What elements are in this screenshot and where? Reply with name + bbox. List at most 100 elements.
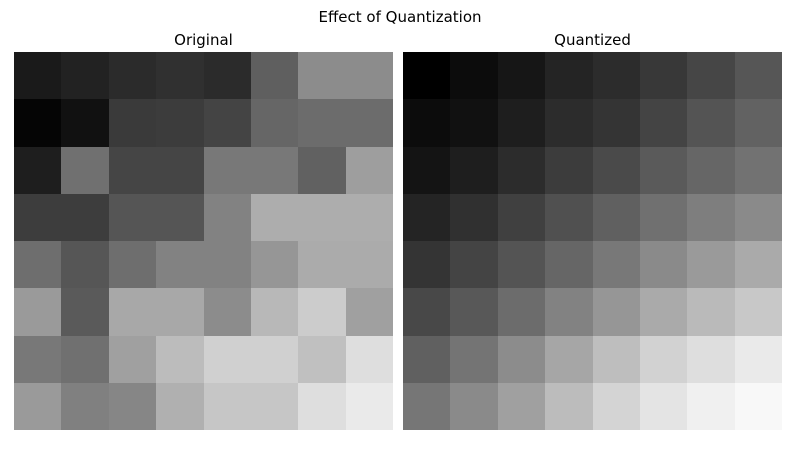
heatmap-cell [545, 146, 593, 194]
heatmap-cell [403, 335, 451, 383]
heatmap-cell [450, 335, 498, 383]
heatmap-cell [687, 146, 735, 194]
heatmap-cell [298, 52, 346, 100]
heatmap-cell [639, 99, 688, 147]
heatmap-original [14, 52, 393, 430]
heatmap-cell [61, 146, 109, 194]
heatmap-cell [734, 382, 782, 430]
heatmap-cell [203, 241, 251, 289]
heatmap-cell [639, 335, 688, 383]
heatmap-cell [61, 335, 109, 383]
heatmap-cell [734, 52, 782, 100]
subplot-title-quantized: Quantized [554, 31, 631, 49]
heatmap-cell [639, 382, 688, 430]
heatmap-cell [108, 146, 157, 194]
heatmap-cell [61, 382, 109, 430]
heatmap-cell [687, 193, 735, 241]
heatmap-cell [497, 288, 546, 336]
heatmap-cell [156, 193, 204, 241]
heatmap-cell [592, 99, 640, 147]
heatmap-cell [250, 382, 299, 430]
heatmap-cell [687, 382, 735, 430]
heatmap-cell [14, 241, 62, 289]
heatmap-cell [592, 146, 640, 194]
heatmap-cell [156, 146, 204, 194]
heatmap-cell [403, 52, 451, 100]
heatmap-cell [403, 193, 451, 241]
heatmap-cell [250, 193, 299, 241]
heatmap-cell [203, 193, 251, 241]
heatmap-cell [108, 382, 157, 430]
heatmap-cell [403, 146, 451, 194]
heatmap-cell [250, 99, 299, 147]
heatmap-cell [734, 241, 782, 289]
heatmap-cell [61, 193, 109, 241]
heatmap-cell [345, 193, 393, 241]
heatmap-cell [450, 288, 498, 336]
heatmap-cell [639, 146, 688, 194]
heatmap-cell [108, 193, 157, 241]
heatmap-cell [345, 288, 393, 336]
heatmap-cell [497, 193, 546, 241]
heatmap-cell [592, 193, 640, 241]
heatmap-cell [403, 241, 451, 289]
heatmap-cell [14, 193, 62, 241]
heatmap-cell [687, 241, 735, 289]
heatmap-cell [545, 193, 593, 241]
heatmap-cell [639, 241, 688, 289]
heatmap-cell [545, 52, 593, 100]
heatmap-cell [497, 146, 546, 194]
heatmap-cell [345, 335, 393, 383]
heatmap-cell [450, 241, 498, 289]
heatmap-cell [403, 99, 451, 147]
heatmap-cell [14, 52, 62, 100]
heatmap-cell [203, 99, 251, 147]
heatmap-cell [203, 382, 251, 430]
subplot-quantized: Quantized [403, 30, 782, 430]
heatmap-cell [734, 99, 782, 147]
heatmap-cell [298, 382, 346, 430]
heatmap-cell [61, 52, 109, 100]
heatmap-cell [14, 288, 62, 336]
heatmap-cell [639, 193, 688, 241]
subplot-original: Original [14, 30, 393, 430]
heatmap-cell [108, 52, 157, 100]
heatmap-cell [14, 382, 62, 430]
heatmap-cell [497, 52, 546, 100]
heatmap-cell [734, 335, 782, 383]
heatmap-cell [687, 52, 735, 100]
heatmap-cell [687, 335, 735, 383]
heatmap-cell [61, 288, 109, 336]
heatmap-cell [345, 52, 393, 100]
heatmap-cell [545, 288, 593, 336]
heatmap-cell [250, 146, 299, 194]
subplot-title-original: Original [174, 31, 233, 49]
heatmap-cell [345, 99, 393, 147]
heatmap-cell [156, 52, 204, 100]
heatmap-cell [61, 99, 109, 147]
heatmap-cell [298, 99, 346, 147]
heatmap-cell [403, 382, 451, 430]
heatmap-cell [203, 335, 251, 383]
heatmap-cell [497, 382, 546, 430]
heatmap-cell [450, 193, 498, 241]
heatmap-cell [450, 146, 498, 194]
heatmap-cell [497, 335, 546, 383]
heatmap-cell [345, 146, 393, 194]
heatmap-cell [14, 335, 62, 383]
heatmap-cell [450, 99, 498, 147]
heatmap-cell [156, 241, 204, 289]
heatmap-cell [298, 288, 346, 336]
heatmap-cell [734, 193, 782, 241]
heatmap-cell [203, 52, 251, 100]
heatmap-cell [545, 99, 593, 147]
heatmap-cell [592, 288, 640, 336]
heatmap-cell [250, 52, 299, 100]
figure-title: Effect of Quantization [318, 8, 482, 26]
heatmap-cell [108, 335, 157, 383]
heatmap-cell [545, 382, 593, 430]
heatmap-cell [14, 146, 62, 194]
heatmap-cell [403, 288, 451, 336]
heatmap-cell [734, 146, 782, 194]
heatmap-cell [592, 241, 640, 289]
